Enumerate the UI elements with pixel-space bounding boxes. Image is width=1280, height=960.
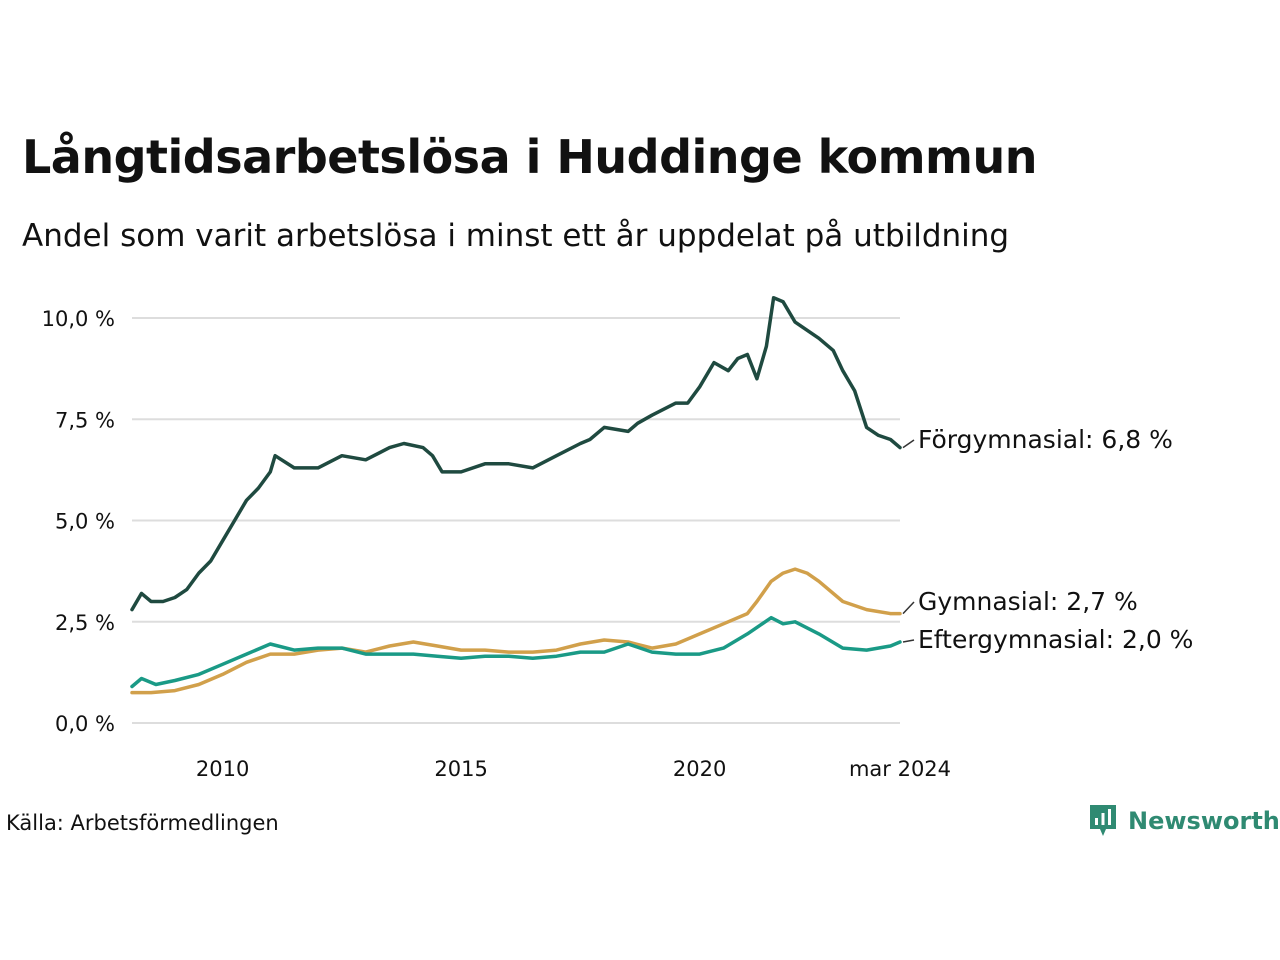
x-tick-label: 2015 [434, 757, 487, 781]
y-tick-label: 10,0 % [42, 307, 115, 331]
x-tick-label: 2020 [673, 757, 726, 781]
newsworthy-logo-icon [1090, 805, 1116, 836]
y-axis-ticks: 0,0 % 2,5 % 5,0 % 7,5 % 10,0 % [42, 307, 115, 736]
x-axis-ticks: 2010 2015 2020 mar 2024 [196, 757, 951, 781]
series-labels: Förgymnasial: 6,8 % Gymnasial: 2,7 % Efter… [902, 425, 1193, 654]
series-line-gymnasial [130, 567, 902, 695]
y-tick-label: 5,0 % [55, 510, 115, 534]
y-tick-label: 2,5 % [55, 611, 115, 635]
series-line-forgymnasial [130, 296, 902, 612]
chart-subtitle: Andel som varit arbetslösa i minst ett å… [22, 218, 1010, 254]
y-tick-label: 0,0 % [55, 712, 115, 736]
label-connector [902, 439, 915, 449]
brand-name: Newsworthy [1128, 807, 1280, 835]
label-connector [902, 639, 915, 643]
y-tick-label: 7,5 % [55, 408, 115, 432]
series-label-eftergymnasial: Eftergymnasial: 2,0 % [918, 625, 1193, 654]
series-lines [130, 296, 902, 695]
series-label-gymnasial: Gymnasial: 2,7 % [918, 587, 1138, 616]
x-tick-label: 2010 [196, 757, 249, 781]
label-connector [902, 601, 915, 615]
x-tick-label: mar 2024 [849, 757, 951, 781]
source-note: Källa: Arbetsförmedlingen [6, 811, 279, 835]
series-line-eftergymnasial [130, 615, 902, 689]
brand-logo[interactable]: Newsworthy [1088, 803, 1280, 839]
chart-title: Långtidsarbetslösa i Huddinge kommun [22, 130, 1037, 184]
series-label-forgymnasial: Förgymnasial: 6,8 % [918, 425, 1173, 454]
